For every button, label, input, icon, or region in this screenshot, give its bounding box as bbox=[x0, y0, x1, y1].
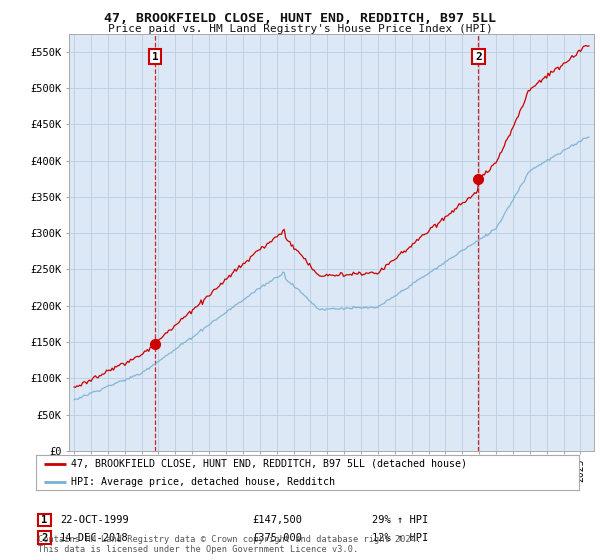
Text: 29% ↑ HPI: 29% ↑ HPI bbox=[372, 515, 428, 525]
Text: £375,000: £375,000 bbox=[252, 533, 302, 543]
Text: £147,500: £147,500 bbox=[252, 515, 302, 525]
Text: 12% ↑ HPI: 12% ↑ HPI bbox=[372, 533, 428, 543]
Text: 47, BROOKFIELD CLOSE, HUNT END, REDDITCH, B97 5LL (detached house): 47, BROOKFIELD CLOSE, HUNT END, REDDITCH… bbox=[71, 459, 467, 469]
Text: 2: 2 bbox=[41, 533, 47, 543]
Text: Contains HM Land Registry data © Crown copyright and database right 2024.
This d: Contains HM Land Registry data © Crown c… bbox=[38, 535, 421, 554]
Text: 1: 1 bbox=[152, 52, 158, 62]
Text: 22-OCT-1999: 22-OCT-1999 bbox=[60, 515, 129, 525]
Text: 1: 1 bbox=[41, 515, 47, 525]
Text: 14-DEC-2018: 14-DEC-2018 bbox=[60, 533, 129, 543]
Text: HPI: Average price, detached house, Redditch: HPI: Average price, detached house, Redd… bbox=[71, 477, 335, 487]
Text: 47, BROOKFIELD CLOSE, HUNT END, REDDITCH, B97 5LL: 47, BROOKFIELD CLOSE, HUNT END, REDDITCH… bbox=[104, 12, 496, 25]
Text: Price paid vs. HM Land Registry's House Price Index (HPI): Price paid vs. HM Land Registry's House … bbox=[107, 24, 493, 34]
Text: 2: 2 bbox=[475, 52, 482, 62]
